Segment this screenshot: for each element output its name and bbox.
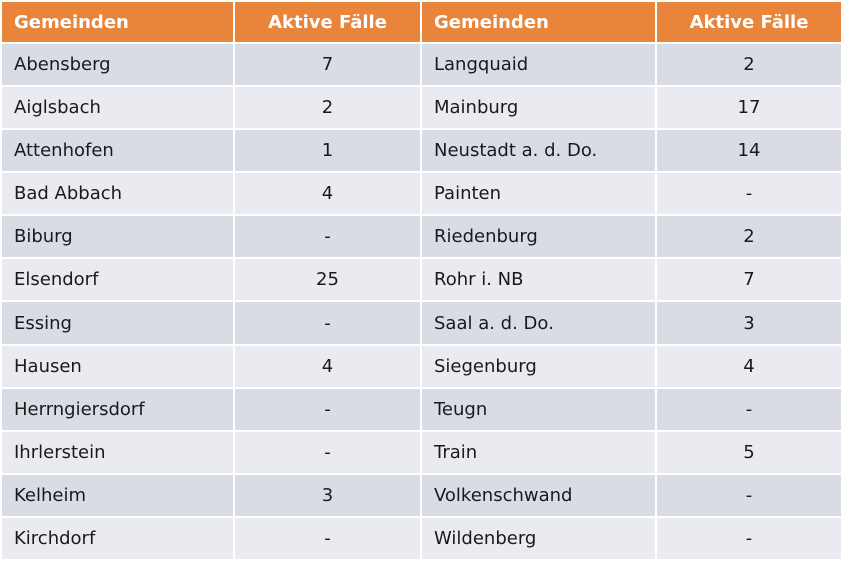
case-count: 2 [655,214,841,260]
municipality: Painten [420,171,657,217]
municipality: Elsendorf [0,257,235,303]
header-cell: Aktive Fälle [233,0,422,44]
case-count: - [655,472,841,518]
municipality: Hausen [0,343,235,389]
table-row: Abensberg 7 Langquaid 2 [0,41,841,88]
municipality: Essing [0,300,235,346]
table-row: Kelheim 3 Volkenschwand - [0,472,841,518]
municipality: Riedenburg [420,214,657,260]
case-count: 7 [233,41,422,88]
table-row: Elsendorf 25 Rohr i. NB 7 [0,257,841,303]
case-count: - [655,171,841,217]
municipality: Wildenberg [420,515,657,561]
municipality: Aiglsbach [0,85,235,131]
case-count: 25 [233,257,422,303]
municipality: Ihrlerstein [0,429,235,475]
municipality: Saal a. d. Do. [420,300,657,346]
table-row: Aiglsbach 2 Mainburg 17 [0,85,841,131]
municipality: Herrngiersdorf [0,386,235,432]
table-row: Attenhofen 1 Neustadt a. d. Do. 14 [0,128,841,174]
table-row: Essing - Saal a. d. Do. 3 [0,300,841,346]
header-cell: Aktive Fälle [655,0,841,44]
case-count: - [655,515,841,561]
case-count: - [233,429,422,475]
table-row: Kirchdorf - Wildenberg - [0,515,841,561]
header-cell: Gemeinden [0,0,235,44]
case-count: 7 [655,257,841,303]
municipality: Biburg [0,214,235,260]
case-count: - [233,515,422,561]
municipality: Kirchdorf [0,515,235,561]
municipality: Mainburg [420,85,657,131]
case-count: - [233,214,422,260]
case-count: 3 [233,472,422,518]
case-count: 4 [233,171,422,217]
case-count: 2 [233,85,422,131]
table-row: Bad Abbach 4 Painten - [0,171,841,217]
case-count: 4 [655,343,841,389]
municipality: Abensberg [0,41,235,88]
header-cell: Gemeinden [420,0,657,44]
municipality: Teugn [420,386,657,432]
municipality: Attenhofen [0,128,235,174]
case-count: - [233,300,422,346]
municipality: Volkenschwand [420,472,657,518]
header-row: Gemeinden Aktive Fälle Gemeinden Aktive Fäl… [0,0,841,44]
case-count: 2 [655,41,841,88]
table-row: Herrngiersdorf - Teugn - [0,386,841,432]
municipality: Rohr i. NB [420,257,657,303]
table-row: Ihrlerstein - Train 5 [0,429,841,475]
table-row: Biburg - Riedenburg 2 [0,214,841,260]
case-count: 17 [655,85,841,131]
municipality: Siegenburg [420,343,657,389]
municipality: Kelheim [0,472,235,518]
case-count: 4 [233,343,422,389]
municipality: Train [420,429,657,475]
municipality: Bad Abbach [0,171,235,217]
case-count: 14 [655,128,841,174]
municipality: Neustadt a. d. Do. [420,128,657,174]
table-body: Abensberg 7 Langquaid 2 Aiglsbach 2 Mainburg 17… [0,41,841,561]
case-count: 5 [655,429,841,475]
municipality: Langquaid [420,41,657,88]
case-count: 3 [655,300,841,346]
case-count: 1 [233,128,422,174]
case-count: - [655,386,841,432]
table-row: Hausen 4 Siegenburg 4 [0,343,841,389]
case-count: - [233,386,422,432]
